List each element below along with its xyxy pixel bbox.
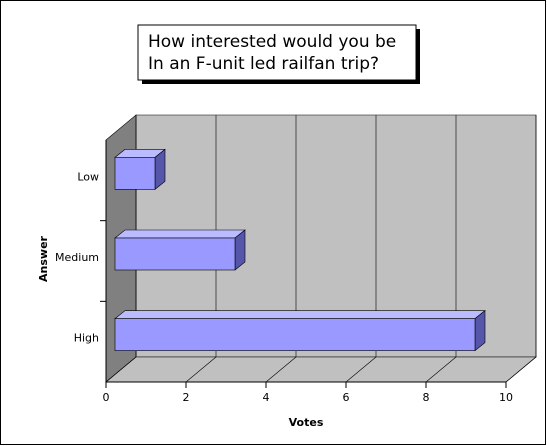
floor [105, 356, 537, 383]
bar [114, 318, 476, 351]
bar-top [114, 229, 246, 239]
title-box [137, 24, 417, 81]
x-tick-label: 0 [103, 391, 110, 404]
x-axis-label: Votes [289, 416, 324, 429]
grid-line [265, 356, 297, 383]
y-tick-label: High [74, 332, 99, 345]
bar [114, 237, 236, 271]
chart-title: How interested would you be [148, 32, 396, 52]
x-tick-label: 4 [263, 391, 270, 404]
y-tick-label: Low [77, 170, 99, 183]
grid-line [505, 356, 537, 383]
grid-line [105, 356, 137, 383]
x-tick-label: 2 [183, 391, 190, 404]
chart-title: In an F-unit led railfan trip? [148, 54, 379, 74]
grid-line [185, 356, 217, 383]
grid-line [425, 356, 457, 383]
plot-area: 0 2 4 6 8 10 Low Medium High [55, 114, 537, 404]
x-tick-label: 10 [499, 391, 513, 404]
x-tick-label: 6 [343, 391, 350, 404]
bar-top [114, 310, 486, 319]
y-tick-label: Medium [55, 251, 99, 264]
grid-line [345, 356, 377, 383]
x-tick-label: 8 [423, 391, 430, 404]
y-axis-label: Answer [37, 235, 50, 282]
bar [114, 157, 156, 190]
